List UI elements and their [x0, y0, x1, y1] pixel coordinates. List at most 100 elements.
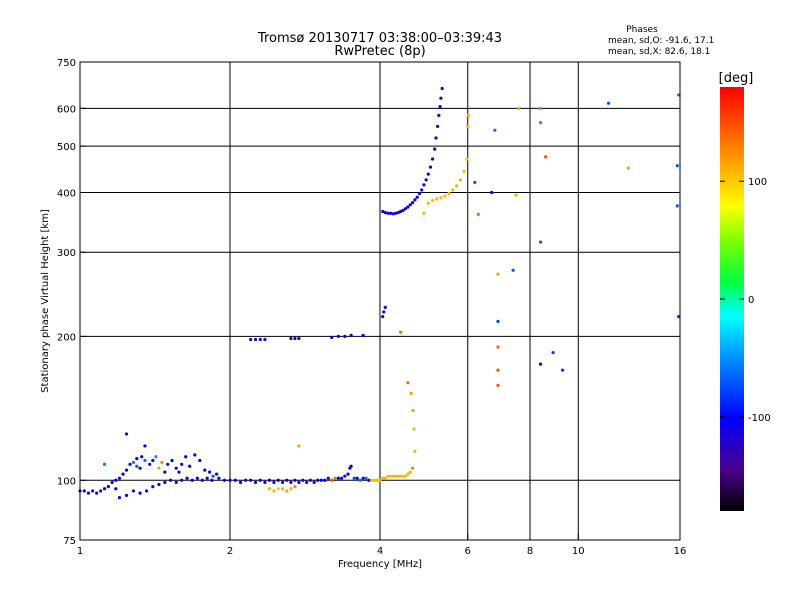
- data-point: [413, 449, 417, 453]
- data-point: [430, 157, 435, 161]
- data-point: [403, 474, 408, 478]
- data-point: [451, 188, 455, 192]
- data-point: [433, 147, 437, 151]
- data-point: [352, 476, 356, 480]
- data-point: [293, 485, 297, 489]
- data-point: [124, 468, 129, 472]
- x-tick-label: 6: [465, 546, 471, 557]
- data-point: [386, 474, 390, 478]
- data-point: [285, 478, 289, 482]
- data-point: [401, 208, 405, 212]
- data-point: [408, 203, 412, 207]
- y-tick-label: 100: [57, 476, 76, 487]
- data-point: [280, 480, 285, 484]
- data-point: [383, 476, 387, 480]
- data-point: [280, 487, 285, 491]
- data-point: [163, 470, 167, 474]
- data-point: [102, 462, 107, 466]
- data-point: [434, 136, 438, 140]
- data-point: [438, 105, 442, 109]
- x-axis-label: Frequency [MHz]: [338, 559, 422, 570]
- data-point: [538, 121, 543, 125]
- data-point: [401, 474, 405, 478]
- data-point: [308, 478, 313, 482]
- y-tick-label: 750: [57, 58, 76, 69]
- data-point: [340, 476, 344, 480]
- data-point: [511, 268, 515, 272]
- data-point: [293, 478, 297, 482]
- data-point: [301, 478, 305, 482]
- data-point: [217, 476, 221, 480]
- data-point: [364, 476, 368, 480]
- data-point: [436, 124, 440, 128]
- data-point: [346, 472, 350, 476]
- data-point: [473, 180, 477, 184]
- data-point: [336, 476, 340, 480]
- data-point: [403, 207, 408, 211]
- data-point: [538, 240, 543, 244]
- y-tick-label: 300: [57, 248, 76, 259]
- data-point: [538, 106, 543, 110]
- y-ticks: 75 100 200 300 400 500 600 750: [57, 58, 86, 547]
- data-point: [496, 383, 500, 387]
- data-point: [99, 489, 103, 493]
- data-point: [677, 93, 681, 97]
- data-point: [151, 458, 155, 463]
- data-point: [378, 478, 382, 482]
- colorbar-tick-label: -100: [748, 413, 771, 424]
- data-point: [249, 478, 253, 482]
- data-point: [406, 205, 410, 209]
- data-point: [370, 478, 374, 482]
- data-point: [406, 381, 410, 385]
- data-point: [174, 466, 178, 470]
- data-point: [386, 211, 390, 215]
- data-point: [361, 333, 365, 337]
- data-point: [233, 478, 237, 482]
- data-point: [466, 124, 470, 128]
- data-point: [466, 113, 471, 117]
- data-point: [437, 113, 441, 117]
- data-point: [82, 489, 86, 493]
- data-point: [117, 476, 122, 480]
- data-point: [253, 337, 258, 342]
- data-point: [95, 491, 99, 495]
- data-point: [222, 478, 227, 482]
- data-point: [138, 491, 142, 495]
- data-point: [91, 489, 95, 493]
- data-point: [408, 470, 412, 474]
- data-point: [102, 487, 107, 491]
- data-point: [458, 178, 463, 182]
- colorbar-tick-label: 100: [748, 177, 767, 188]
- data-point: [114, 478, 118, 482]
- data-points: [78, 86, 681, 500]
- data-point: [144, 489, 149, 493]
- data-point: [170, 458, 174, 463]
- data-point: [626, 166, 630, 170]
- data-point: [138, 466, 142, 470]
- data-point: [439, 196, 443, 200]
- data-point: [238, 480, 243, 484]
- data-point: [148, 462, 152, 466]
- data-point: [249, 337, 253, 342]
- data-point: [358, 478, 362, 482]
- data-point: [289, 487, 293, 491]
- data-point: [413, 198, 417, 202]
- data-point: [319, 478, 323, 482]
- data-point: [180, 478, 184, 482]
- data-point: [190, 478, 194, 482]
- data-point: [166, 462, 170, 466]
- data-point: [330, 335, 334, 340]
- y-tick-label: 75: [63, 536, 76, 547]
- data-point: [163, 480, 167, 484]
- data-point: [606, 101, 611, 105]
- x-tick-label: 4: [377, 546, 383, 557]
- data-point: [135, 464, 139, 468]
- data-point: [333, 476, 337, 480]
- chart-subtitle: RwPretec (8p): [334, 44, 425, 59]
- data-point: [422, 211, 426, 215]
- data-point: [312, 480, 316, 484]
- data-point: [180, 462, 184, 466]
- data-point: [496, 368, 500, 372]
- x-tick-label: 2: [227, 546, 233, 557]
- data-point: [372, 478, 377, 482]
